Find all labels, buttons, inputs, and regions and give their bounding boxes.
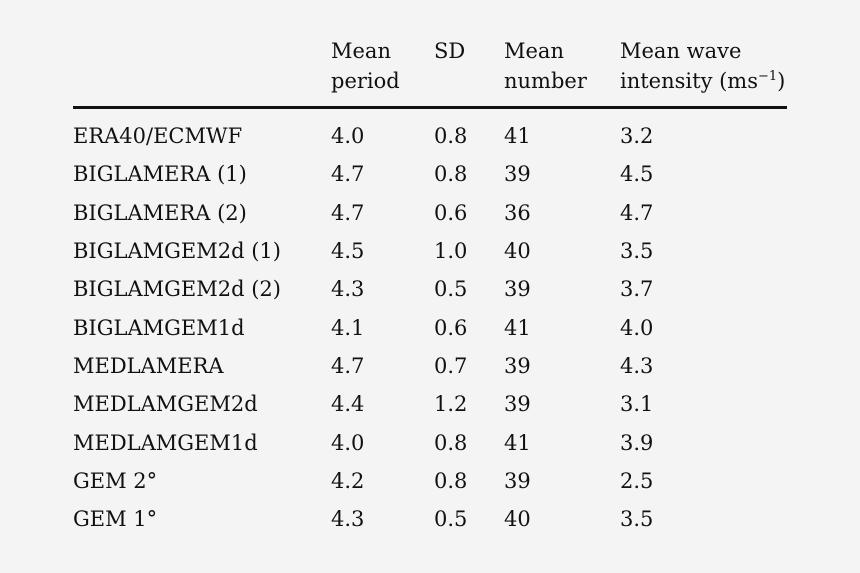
- row-label-cell: MEDLAMGEM2d: [73, 392, 258, 417]
- header-units-text: intensity (ms: [620, 69, 758, 93]
- value-cell: 39: [504, 162, 531, 187]
- value-cell: 1.0: [434, 239, 468, 264]
- header-line: SD: [434, 39, 466, 63]
- value-cell: 4.0: [620, 315, 654, 340]
- header-empty: [73, 36, 331, 108]
- data-table: Mean period SD Mean number Mean wave int…: [73, 36, 787, 538]
- value-cell: 41: [504, 430, 531, 455]
- value-cell: 4.1: [331, 315, 365, 340]
- value-cell: 0.7: [434, 353, 468, 378]
- value-cell: 4.7: [331, 162, 365, 187]
- value-cell: 2.5: [620, 468, 654, 493]
- header-line: Mean wave: [620, 39, 742, 63]
- row-label-cell: BIGLAMGEM1d: [73, 315, 245, 340]
- table-body: ERA40/ECMWF 4.0 0.8 41 3.2 BIGLAMERA (1) 4.7 0.…: [73, 108, 787, 539]
- table-row: GEM 1° 4.3 0.5 40 3.5: [73, 500, 787, 538]
- table-header: Mean period SD Mean number Mean wave int…: [73, 36, 787, 108]
- value-cell: 0.8: [434, 124, 468, 149]
- header-line: Mean: [331, 39, 391, 63]
- value-cell: 1.2: [434, 392, 468, 417]
- value-cell: 39: [504, 353, 531, 378]
- header-mean-wave-intensity: Mean wave intensity (ms−1): [620, 36, 787, 108]
- row-label-cell: MEDLAMERA: [73, 353, 224, 378]
- header-line-units: intensity (ms−1): [620, 66, 787, 96]
- table-row: BIGLAMERA (2) 4.7 0.6 36 4.7: [73, 194, 787, 232]
- header-mean-period: Mean period: [331, 36, 434, 108]
- value-cell: 3.2: [620, 124, 654, 149]
- data-table-container: Mean period SD Mean number Mean wave int…: [73, 36, 787, 538]
- value-cell: 4.3: [331, 507, 365, 532]
- row-label-cell: MEDLAMGEM1d: [73, 430, 258, 455]
- value-cell: 4.3: [620, 353, 654, 378]
- value-cell: 3.7: [620, 277, 654, 302]
- value-cell: 40: [504, 239, 531, 264]
- value-cell: 0.5: [434, 507, 468, 532]
- table-row: BIGLAMGEM2d (2) 4.3 0.5 39 3.7: [73, 270, 787, 308]
- header-units-suffix: ): [777, 69, 786, 93]
- value-cell: 0.8: [434, 162, 468, 187]
- value-cell: 3.9: [620, 430, 654, 455]
- table-row: BIGLAMERA (1) 4.7 0.8 39 4.5: [73, 155, 787, 193]
- value-cell: 4.7: [331, 200, 365, 225]
- row-label-cell: GEM 1°: [73, 507, 158, 532]
- value-cell: 4.5: [620, 162, 654, 187]
- header-line: number: [504, 69, 587, 93]
- value-cell: 39: [504, 392, 531, 417]
- table-row: BIGLAMGEM2d (1) 4.5 1.0 40 3.5: [73, 232, 787, 270]
- header-line: Mean: [504, 39, 564, 63]
- value-cell: 4.4: [331, 392, 365, 417]
- table-row: MEDLAMGEM1d 4.0 0.8 41 3.9: [73, 423, 787, 461]
- table-row: ERA40/ECMWF 4.0 0.8 41 3.2: [73, 108, 787, 156]
- table-row: GEM 2° 4.2 0.8 39 2.5: [73, 462, 787, 500]
- header-line: period: [331, 69, 400, 93]
- value-cell: 0.8: [434, 430, 468, 455]
- value-cell: 3.1: [620, 392, 654, 417]
- value-cell: 39: [504, 277, 531, 302]
- table-row: MEDLAMGEM2d 4.4 1.2 39 3.1: [73, 385, 787, 423]
- value-cell: 0.5: [434, 277, 468, 302]
- value-cell: 4.7: [620, 200, 654, 225]
- header-mean-number: Mean number: [504, 36, 620, 108]
- value-cell: 4.0: [331, 124, 365, 149]
- value-cell: 4.0: [331, 430, 365, 455]
- row-label-cell: BIGLAMERA (1): [73, 162, 247, 187]
- value-cell: 0.6: [434, 315, 468, 340]
- value-cell: 4.5: [331, 239, 365, 264]
- row-label-cell: BIGLAMGEM2d (1): [73, 239, 281, 264]
- value-cell: 40: [504, 507, 531, 532]
- row-label-cell: BIGLAMGEM2d (2): [73, 277, 281, 302]
- header-units-exponent: −1: [758, 69, 778, 84]
- value-cell: 4.3: [331, 277, 365, 302]
- row-label-cell: ERA40/ECMWF: [73, 124, 243, 149]
- value-cell: 3.5: [620, 507, 654, 532]
- row-label-cell: GEM 2°: [73, 468, 158, 493]
- table-row: BIGLAMGEM1d 4.1 0.6 41 4.0: [73, 308, 787, 346]
- value-cell: 36: [504, 200, 531, 225]
- row-label-cell: BIGLAMERA (2): [73, 200, 247, 225]
- value-cell: 0.8: [434, 468, 468, 493]
- value-cell: 39: [504, 468, 531, 493]
- table-row: MEDLAMERA 4.7 0.7 39 4.3: [73, 347, 787, 385]
- value-cell: 4.7: [331, 353, 365, 378]
- value-cell: 41: [504, 124, 531, 149]
- value-cell: 3.5: [620, 239, 654, 264]
- header-row: Mean period SD Mean number Mean wave int…: [73, 36, 787, 108]
- value-cell: 41: [504, 315, 531, 340]
- value-cell: 4.2: [331, 468, 365, 493]
- value-cell: 0.6: [434, 200, 468, 225]
- header-sd: SD: [434, 36, 504, 108]
